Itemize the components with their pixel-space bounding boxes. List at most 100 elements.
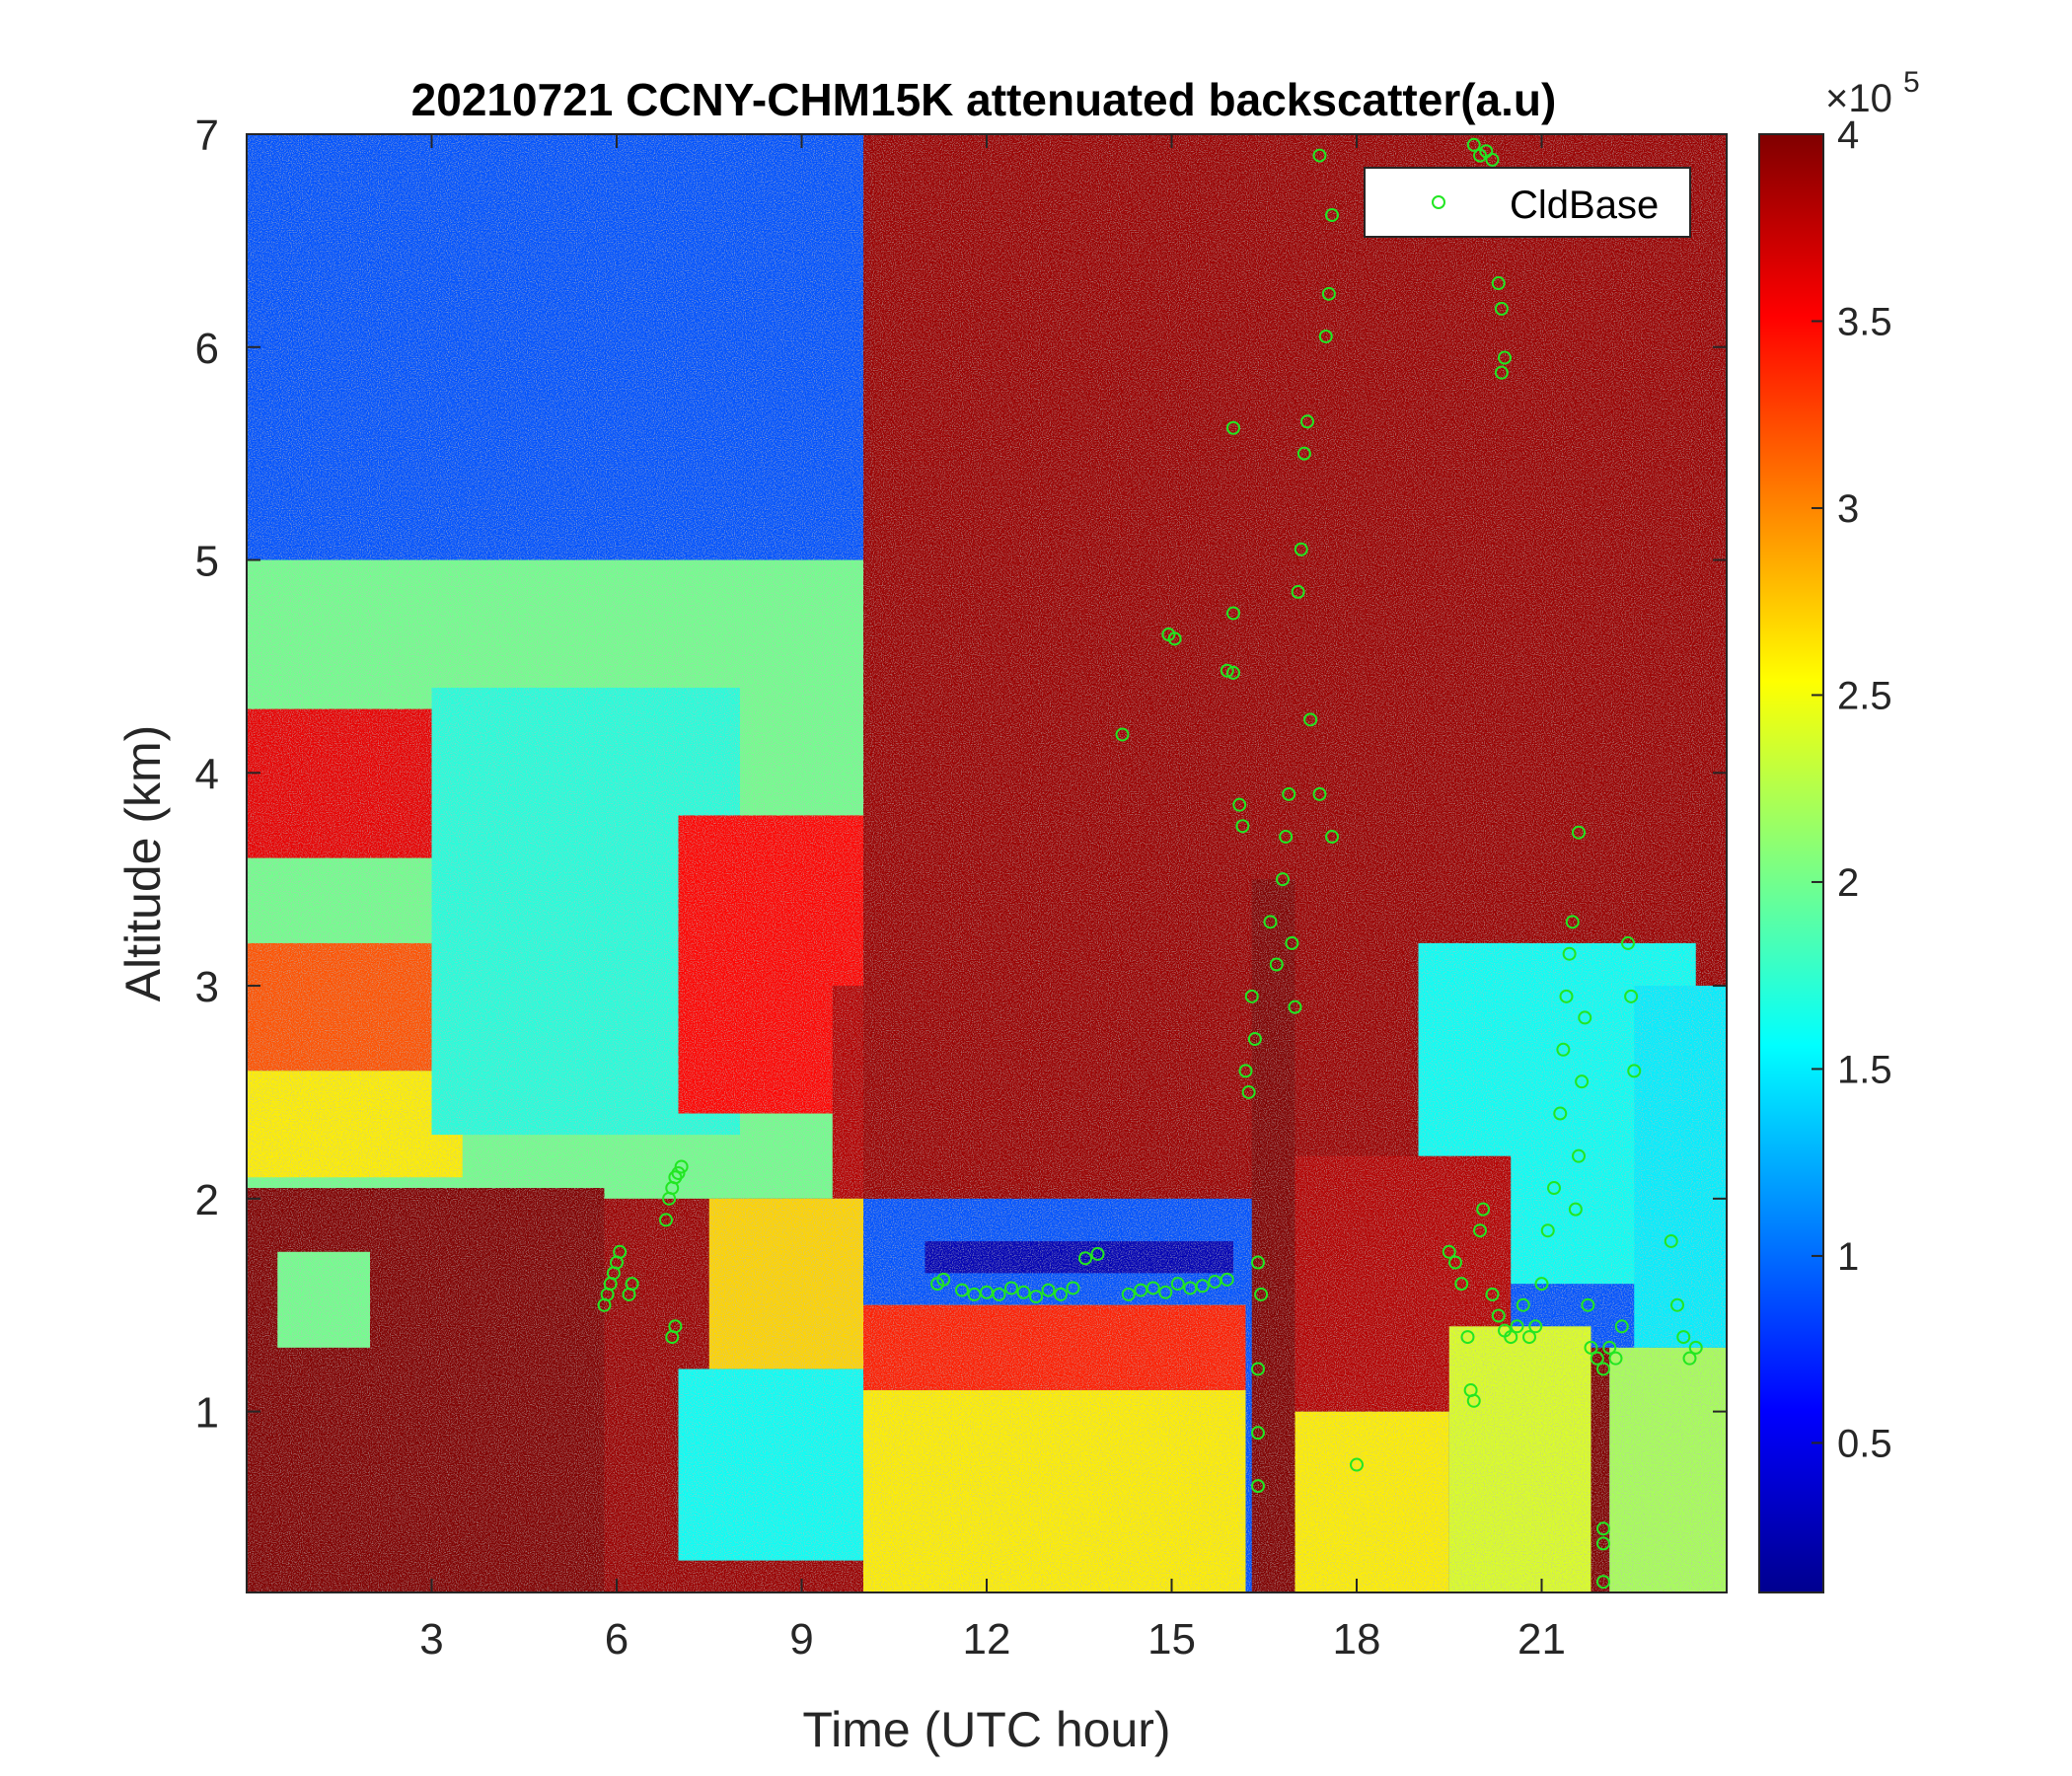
colorbar-tick-label: 2.5 [1837,674,1892,717]
colorbar-tick-label: 1.5 [1837,1048,1892,1091]
cldbase-point [1504,1330,1518,1345]
cldbase-point [1167,631,1182,646]
cldbase-point [1238,1064,1253,1078]
cldbase-point [1090,1246,1105,1261]
cldbase-point [1251,1426,1265,1441]
cldbase-point [955,1283,969,1297]
colorbar-multiplier: ×10 5 [1825,66,1920,120]
cldbase-point [1226,606,1240,621]
y-tick-label: 6 [195,325,219,373]
cldbase-point [1485,1287,1500,1301]
cldbase-point [1596,1575,1610,1590]
cldbase-point [1226,665,1240,680]
cldbase-point [1476,1202,1491,1217]
cldbase-point [1318,329,1333,343]
cldbase-point [1350,1457,1364,1472]
cldbase-point [1158,1285,1173,1299]
cldbase-point [1494,365,1509,380]
x-tick-label: 12 [963,1615,1011,1664]
cldbase-point [1590,1351,1604,1366]
cldbase-point [1312,148,1327,163]
cldbase-point [1522,1330,1536,1345]
cldbase-point [1016,1285,1031,1299]
cldbase-point [1602,1340,1617,1355]
backscatter-field [247,134,1727,1592]
cldbase-point [1288,999,1302,1014]
cldbase-point [1251,1255,1265,1270]
x-tick-label: 18 [1333,1615,1381,1664]
cldbase-point [1534,1277,1549,1292]
y-axis-ticks: 1 2 3 4 5 6 7 [195,111,1727,1438]
cldbase-point [1251,1362,1265,1376]
cldbase-point [1251,1479,1265,1494]
colorbar-tick-label: 0.5 [1837,1422,1892,1465]
cldbase-point [1146,1281,1160,1295]
cldbase-point [1220,663,1234,678]
cldbase-point [1624,989,1639,1003]
cldbase-point [1596,1521,1610,1536]
cldbase-point [1442,1244,1456,1259]
cldbase-point [671,1165,686,1180]
cldbase-point [1115,727,1130,742]
cldbase-point [1688,1340,1703,1355]
cldbase-point [1596,1536,1610,1551]
colorbar-gradient [1758,133,1824,1593]
cldbase-point [1285,935,1299,950]
cldbase-point [1078,1251,1092,1266]
cldbase-point [936,1272,951,1287]
cldbase-point [1269,957,1284,972]
cldbase-point [1460,1330,1475,1345]
y-tick-label: 5 [195,538,219,586]
cldbase-point [1510,1319,1524,1334]
cldbase-point [1235,819,1250,834]
x-tick-label: 6 [605,1615,629,1664]
cldbase-point [1473,1223,1487,1238]
cldbase-point [1584,1340,1598,1355]
colorbar-tick-label: 4 [1837,113,1859,157]
cldbase-point [1291,584,1305,599]
colorbar-tick-label: 3.5 [1837,300,1892,343]
legend-box [1364,167,1691,238]
cldbase-point [1029,1290,1043,1304]
cldbase-point [1276,872,1290,887]
cldbase-point [1195,1279,1210,1294]
x-tick-label: 3 [419,1615,443,1664]
colorbar-multiplier-base: ×10 [1825,77,1892,120]
cldbase-point [1454,1277,1469,1292]
cldbase-point [668,1319,683,1334]
cldbase-point [1682,1351,1697,1366]
colorbar-ticks: 0.5 1 1.5 2 2.5 3 3.5 4 [1812,113,1892,1465]
x-axis-label: Time (UTC hour) [802,1702,1170,1757]
cldbase-point [1540,1223,1555,1238]
cldbase-point [1170,1277,1185,1292]
cldbase-point [1121,1287,1136,1301]
cldbase-point [1296,446,1311,461]
y-axis-label: Altitude (km) [115,725,171,1002]
cldbase-point [1553,1106,1568,1121]
cldbase-point [659,1213,673,1227]
cldbase-point [1247,1032,1262,1047]
cldbase-point [1254,1287,1269,1301]
cldbase-point [1596,1362,1610,1376]
cldbase-point [1321,286,1336,301]
cldbase-point [1556,1042,1571,1057]
cldbase-point [1491,1308,1506,1323]
cldbase-point [1670,1297,1684,1312]
cldbase-point [1054,1287,1068,1301]
cldbase-point [1325,207,1339,222]
cldbase-point [1300,414,1314,429]
y-tick-label: 7 [195,111,219,160]
cldbase-point [1575,1074,1590,1089]
cldbase-point [1066,1281,1080,1295]
legend-label-cldbase: CldBase [1510,184,1659,227]
cldbase-point [1664,1233,1678,1248]
cldbase-point [1466,1393,1481,1408]
cldbase-point [992,1287,1006,1301]
cldbase-point [1294,542,1308,556]
cldbase-point [1226,420,1240,435]
legend: CldBase [1364,167,1691,238]
cldbase-point [1282,786,1296,801]
cldbase-point [1572,1148,1586,1163]
legend-marker-cldbase [1432,195,1445,209]
x-tick-label: 15 [1147,1615,1196,1664]
